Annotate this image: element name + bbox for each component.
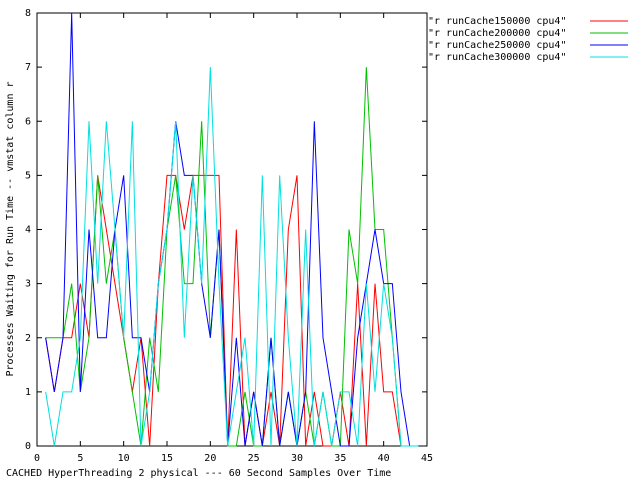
y-axis-label: Processes Waiting for Run Time -- vmstat… xyxy=(5,81,16,376)
x-tick-label: 20 xyxy=(204,453,216,464)
x-tick-label: 35 xyxy=(334,453,346,464)
y-tick-label: 4 xyxy=(25,225,31,236)
x-tick-label: 45 xyxy=(421,453,433,464)
legend-label: "r runCache250000 cpu4" xyxy=(428,40,566,51)
x-tick-label: 40 xyxy=(378,453,390,464)
series-line xyxy=(45,174,419,447)
legend-label: "r runCache300000 cpu4" xyxy=(428,52,566,63)
plot-frame xyxy=(36,12,428,447)
series-line xyxy=(45,67,419,447)
x-tick-label: 25 xyxy=(248,453,260,464)
y-tick-label: 8 xyxy=(25,8,31,19)
y-tick-label: 3 xyxy=(25,279,31,290)
legend-label: "r runCache200000 cpu4" xyxy=(428,28,566,39)
y-tick-label: 1 xyxy=(25,387,31,398)
x-axis-label: CACHED HyperThreading 2 physical --- 60 … xyxy=(6,468,391,479)
x-tick-label: 0 xyxy=(34,453,40,464)
x-tick-label: 30 xyxy=(291,453,303,464)
y-tick-label: 7 xyxy=(25,62,31,73)
x-tick-label: 10 xyxy=(118,453,130,464)
legend-label: "r runCache150000 cpu4" xyxy=(428,16,566,27)
series-line xyxy=(45,67,419,447)
series-line xyxy=(45,12,419,447)
y-tick-label: 2 xyxy=(25,333,31,344)
y-tick-label: 6 xyxy=(25,116,31,127)
x-tick-label: 5 xyxy=(77,453,83,464)
y-tick-label: 0 xyxy=(25,441,31,452)
y-tick-label: 5 xyxy=(25,170,31,181)
x-tick-label: 15 xyxy=(161,453,173,464)
